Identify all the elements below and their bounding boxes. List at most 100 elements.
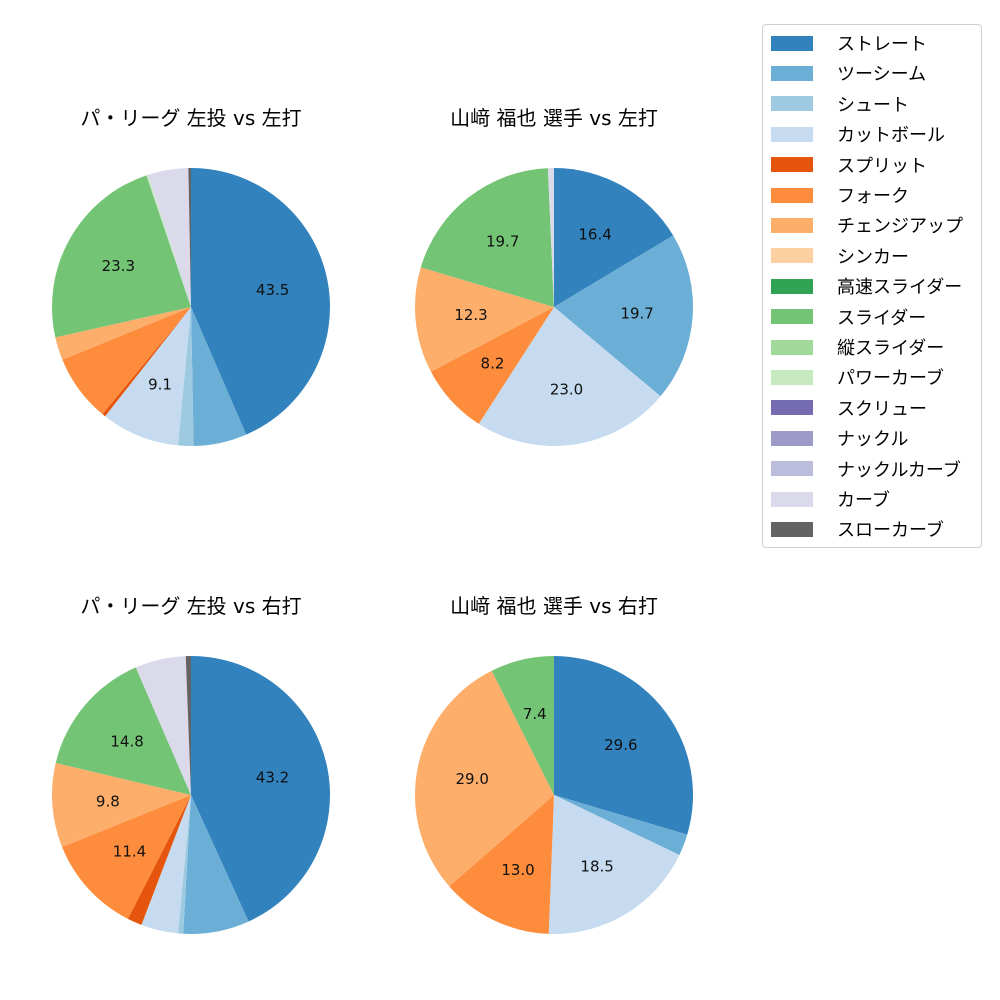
legend-item: シンカー: [771, 244, 909, 268]
pie-slice: [55, 667, 192, 795]
slice-value-label: 23.3: [102, 257, 135, 275]
legend-label: カットボール: [837, 125, 945, 147]
pie-slice: [430, 307, 554, 424]
pie-slice: [554, 235, 693, 397]
slice-value-label: 7.4: [523, 705, 547, 723]
pie-slice: [55, 307, 192, 360]
legend-label: ツーシーム: [837, 64, 927, 86]
legend-label: ナックル: [837, 429, 909, 451]
legend-swatch: [771, 157, 813, 173]
pie-slice: [183, 795, 249, 934]
legend-item: シュート: [771, 92, 909, 116]
legend-label: ナックルカーブ: [837, 459, 961, 481]
legend-label: チェンジアップ: [837, 216, 963, 238]
pie-slice: [185, 656, 191, 795]
pie-slice: [102, 307, 191, 417]
pie-slice: [491, 656, 554, 795]
pie-slice: [62, 307, 191, 415]
chart-title: 山﨑 福也 選手 vs 左打: [450, 106, 658, 130]
pie-slice: [554, 656, 693, 835]
pie-chart: 43.2 11.4 9.8 14.8: [51, 656, 331, 934]
legend-label: フォーク: [837, 186, 909, 207]
pie-slice: [191, 168, 331, 435]
pie-slice: [478, 307, 661, 446]
pie-panel-player-vs-left: 山﨑 福也 選手 vs 左打 16.4 19.7 23.0 8.2 12.3 19.7: [389, 102, 719, 482]
legend-label: スプリット: [837, 155, 927, 177]
slice-value-label: 14.8: [110, 732, 143, 750]
pie-slice: [177, 795, 191, 934]
legend-label: ストレート: [837, 34, 927, 55]
pie-slice: [547, 168, 554, 307]
pie-chart: 43.5 9.1 23.3: [52, 168, 331, 447]
legend-item: 高速スライダー: [771, 274, 962, 298]
chart-title: 山﨑 福也 選手 vs 右打: [450, 594, 658, 618]
legend-label: スローカーブ: [837, 520, 944, 542]
slice-value-label: 19.7: [620, 305, 653, 323]
slice-value-label: 8.2: [481, 354, 505, 372]
legend-item: ツーシーム: [771, 61, 926, 85]
legend-swatch: [771, 309, 813, 325]
legend-swatch: [771, 248, 813, 264]
legend: ストレートツーシームシュートカットボール スプリットフォークチェンジアップ シンカー…: [762, 24, 982, 548]
legend-label: 縦スライダー: [837, 338, 945, 359]
legend-item: ナックル: [771, 426, 908, 450]
legend-item: 縦スライダー: [771, 335, 944, 359]
legend-swatch: [771, 400, 813, 416]
legend-swatch: [771, 278, 813, 294]
pie-panel-league-vs-left: パ・リーグ 左投 vs 左打 43.5 9.1 23.3: [26, 102, 356, 482]
legend-item: スローカーブ: [771, 517, 944, 541]
legend-swatch: [771, 461, 813, 477]
legend-swatch: [771, 187, 813, 203]
legend-swatch: [771, 430, 813, 446]
slice-value-label: 13.0: [501, 861, 534, 879]
pie-slice: [146, 174, 191, 307]
legend-label: スクリュー: [837, 398, 927, 420]
pie-slice: [554, 795, 688, 855]
legend-label: カーブ: [837, 490, 890, 511]
legend-swatch: [771, 126, 813, 142]
slice-value-label: 43.2: [256, 768, 289, 786]
legend-swatch: [771, 96, 813, 112]
pie-slice: [141, 795, 191, 934]
legend-item: フォーク: [771, 183, 909, 207]
legend-swatch: [771, 369, 813, 385]
legend-swatch: [771, 521, 813, 537]
slice-value-label: 29.0: [455, 770, 488, 788]
slice-value-label: 12.3: [454, 306, 487, 324]
pie-slice: [554, 168, 674, 307]
pie-slice: [127, 795, 191, 925]
slice-value-label: 19.7: [486, 232, 519, 250]
legend-item: ストレート: [771, 31, 927, 55]
pie-slice: [135, 656, 191, 795]
legend-swatch: [771, 491, 813, 507]
pie-slice: [51, 762, 192, 847]
slice-value-label: 9.1: [148, 375, 172, 393]
legend-swatch: [771, 217, 813, 233]
pie-slice: [148, 168, 191, 307]
legend-swatch: [771, 65, 813, 81]
legend-label: パワーカーブ: [837, 368, 944, 390]
legend-item: スライダー: [771, 305, 926, 329]
slice-value-label: 9.8: [96, 792, 120, 810]
legend-label: スライダー: [837, 307, 927, 329]
chart-title: パ・リーグ 左投 vs 左打: [80, 106, 302, 130]
legend-swatch: [771, 339, 813, 355]
pie-panel-league-vs-right: パ・リーグ 左投 vs 右打 43.2 11.4 9.8 14.8: [26, 590, 356, 970]
legend-item: ナックルカーブ: [771, 457, 961, 481]
pie-slice: [52, 175, 192, 338]
pie-slice: [415, 670, 554, 887]
pie-panel-player-vs-right: 山﨑 福也 選手 vs 右打 29.6 18.5 13.0 29.0 7.4: [389, 590, 719, 970]
legend-item: チェンジアップ: [771, 213, 963, 237]
pie-slice: [62, 795, 191, 919]
legend-label: シンカー: [837, 246, 909, 268]
legend-label: シュート: [837, 94, 909, 116]
pie-chart: 29.6 18.5 13.0 29.0 7.4: [415, 656, 693, 934]
legend-item: カーブ: [771, 487, 890, 511]
pie-slice: [177, 307, 194, 447]
slice-value-label: 11.4: [113, 842, 146, 860]
pie-slice: [105, 307, 191, 446]
slice-value-label: 23.0: [550, 380, 583, 398]
pie-slice: [449, 795, 554, 934]
pie-slice: [188, 168, 191, 307]
legend-item: カットボール: [771, 122, 945, 146]
